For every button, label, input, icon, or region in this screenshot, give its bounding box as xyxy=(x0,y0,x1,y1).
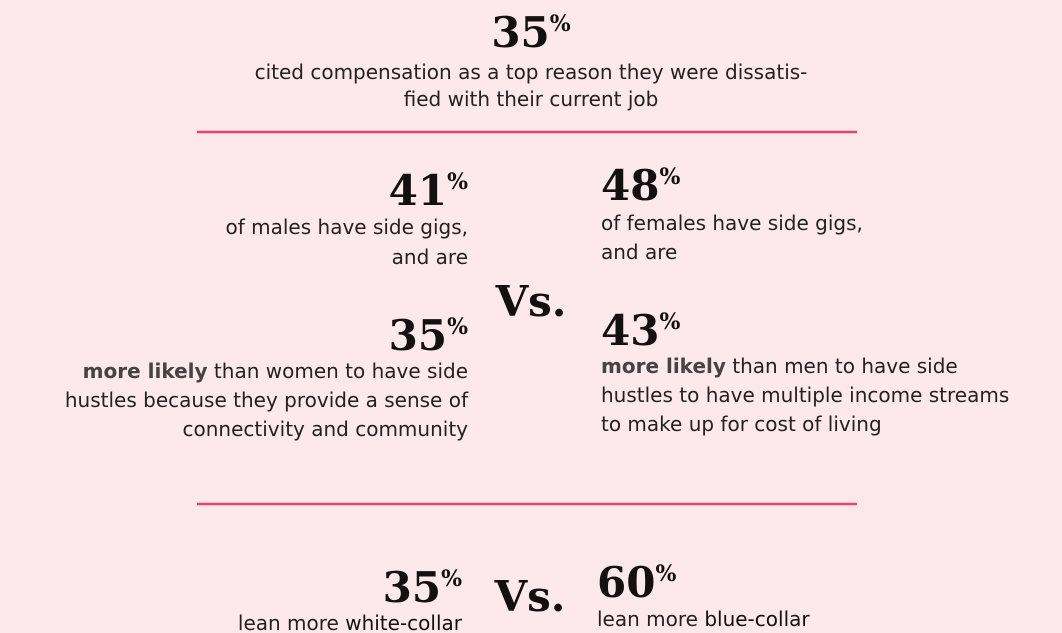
text-line: more likely than women to have side xyxy=(83,359,468,383)
stat-number: 43 xyxy=(601,306,659,355)
stat-number: 35 xyxy=(389,311,447,360)
text-line: hustles to have multiple income streams xyxy=(601,383,1009,407)
stat: 60% xyxy=(597,558,676,607)
vs: Vs. xyxy=(495,277,567,326)
text-line: and are xyxy=(601,240,677,264)
stat-unit: % xyxy=(655,561,676,587)
text-line: fied with their current job xyxy=(404,87,659,111)
stat-unit: % xyxy=(659,164,680,190)
stat-number: 60 xyxy=(597,558,655,607)
stat: 48% xyxy=(601,161,680,210)
text-line: of males have side gigs, xyxy=(226,215,469,239)
emphasis: more likely xyxy=(83,359,208,383)
stat: 35% xyxy=(491,8,570,57)
stat-number: 48 xyxy=(601,161,659,210)
text-line: more likely than men to have side xyxy=(601,354,958,378)
stat-unit: % xyxy=(550,11,571,37)
text-line: to make up for cost of living xyxy=(601,412,882,436)
text: than women to have side xyxy=(208,359,468,383)
vs: Vs. xyxy=(494,572,566,621)
emphasis: blue-collar xyxy=(704,607,810,631)
stat-unit: % xyxy=(441,566,462,592)
emphasis: white-collar xyxy=(345,611,463,633)
text: lean more xyxy=(238,611,345,633)
stat: 35% xyxy=(383,563,462,612)
stat-unit: % xyxy=(447,314,468,340)
stat: 35% xyxy=(389,311,468,360)
text-line: hustles because they provide a sense of xyxy=(65,388,469,412)
stat: 43% xyxy=(601,306,680,355)
text-line: lean more blue-collar xyxy=(597,607,810,631)
stat: 41% xyxy=(389,166,468,215)
text: than men to have side xyxy=(726,354,958,378)
stat-unit: % xyxy=(659,309,680,335)
text-line: connectivity and community xyxy=(183,417,469,441)
text: lean more xyxy=(597,607,704,631)
text-line: of females have side gigs, xyxy=(601,211,863,235)
stat-number: 35 xyxy=(383,563,441,612)
text-line: lean more white-collar xyxy=(238,611,463,633)
emphasis: more likely xyxy=(601,354,726,378)
stat-number: 35 xyxy=(491,8,549,57)
stat-unit: % xyxy=(447,169,468,195)
text-line: and are xyxy=(392,245,468,269)
stat-number: 41 xyxy=(389,166,447,215)
text-line: cited compensation as a top reason they … xyxy=(255,60,808,84)
